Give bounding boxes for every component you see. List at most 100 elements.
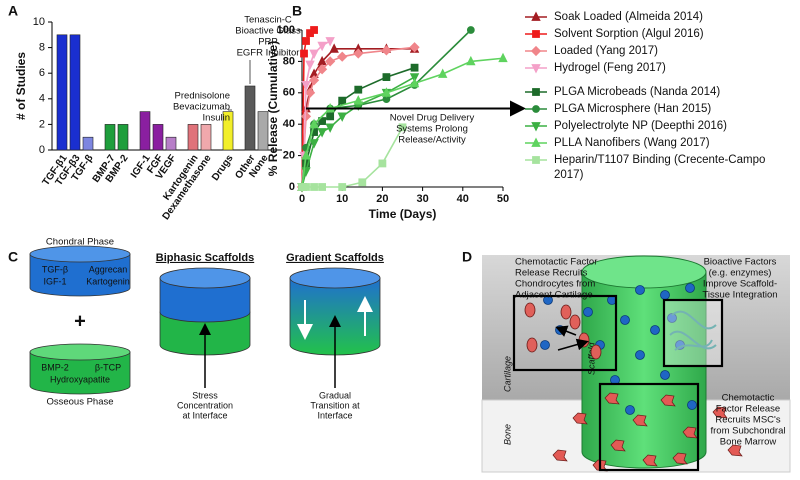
point [498, 52, 508, 63]
legend-label: Soak Loaded (Almeida 2014) [554, 11, 703, 23]
plus-sign: + [74, 310, 86, 332]
panel-label: D [462, 249, 472, 265]
factor-dot [687, 400, 697, 410]
y-tick-label: 0 [289, 181, 295, 193]
callout: Bioactive Factors [704, 257, 777, 268]
point [309, 118, 319, 129]
msc-cell [632, 414, 648, 427]
y-tick-label: 4 [39, 93, 45, 105]
factor-dot [540, 340, 550, 350]
fiber [669, 310, 717, 351]
x-tick-label: Drugs [210, 153, 236, 183]
y-tick-label: 100 [277, 24, 295, 36]
callout: Chondrocytes from [515, 279, 595, 290]
region-label: Bone [502, 424, 512, 445]
factor-dot [667, 313, 677, 323]
annotation: Prednisolone [175, 91, 230, 102]
x-tick-label: 40 [457, 193, 469, 205]
x-tick-label: 30 [416, 193, 428, 205]
point [409, 73, 420, 83]
legend-label: PLGA Microsphere (Han 2015) [554, 103, 712, 115]
point [381, 87, 392, 97]
y-tick-label: 0 [39, 144, 45, 156]
callout: Chemotactic Factor [515, 257, 597, 268]
bar [257, 111, 269, 151]
point [308, 75, 320, 86]
callout: Release Recruits [515, 268, 588, 279]
series-line [301, 46, 415, 188]
chondrocyte [569, 314, 581, 330]
y-tick-label: 6 [39, 67, 45, 79]
cylinder-top [29, 245, 131, 263]
point [317, 128, 327, 138]
chondrocyte [560, 304, 572, 320]
callout: (e.g. enzymes) [709, 268, 772, 279]
legend-swatch [525, 105, 547, 113]
legend-label: Solvent Sorption (Algul 2016) [554, 28, 704, 40]
bar [82, 136, 94, 151]
legend-swatch [525, 11, 547, 21]
factor: Aggrecan [89, 264, 128, 274]
point [532, 156, 540, 164]
point [531, 11, 541, 21]
callout: Improve Scaffold- [703, 279, 777, 290]
factor: TGF-β [42, 264, 68, 274]
cylinder-top [159, 267, 251, 289]
legend-swatch [525, 64, 547, 74]
panel-label: B [292, 3, 302, 19]
point [302, 37, 310, 45]
annotation: Novel Drug Delivery [390, 113, 475, 124]
annotation: EGFR Inhibitor [237, 48, 300, 59]
legend-item: Solvent Sorption (Algul 2016) [524, 27, 796, 42]
x-tick-label: 0 [299, 193, 305, 205]
bar [200, 124, 212, 151]
legend-swatch [525, 30, 547, 38]
msc-cell [604, 392, 620, 405]
legend-item: PLLA Nanofibers (Wang 2017) [524, 136, 796, 151]
factor-dot [620, 315, 630, 325]
factor-dot [635, 350, 645, 360]
point [437, 68, 448, 78]
point [466, 55, 476, 66]
point [318, 183, 327, 191]
bar [139, 111, 151, 151]
factor-dot [625, 405, 635, 415]
note: Transition at [310, 400, 360, 410]
point [337, 51, 348, 62]
legend-item: Loaded (Yang 2017) [524, 44, 796, 59]
bar [244, 85, 256, 151]
point [325, 123, 335, 133]
bar [222, 111, 234, 151]
phase-title: Chondral Phase [46, 237, 114, 248]
factor-dot [660, 290, 670, 300]
cylinder-top [29, 343, 131, 361]
point [338, 96, 347, 105]
point [325, 37, 335, 47]
point [316, 64, 328, 75]
annotation: PRP [258, 37, 278, 48]
factor-dot [660, 370, 670, 380]
callout: Factor Release [716, 404, 780, 415]
point [325, 56, 336, 67]
point [531, 64, 541, 74]
callout: Bone Marrow [720, 437, 777, 448]
point [353, 48, 364, 59]
bar [165, 136, 177, 151]
callout: Tissue Integration [702, 290, 777, 301]
series-line [301, 29, 472, 188]
msc-cell [672, 452, 688, 465]
highlight-box [598, 382, 700, 472]
point [305, 60, 315, 71]
point [530, 45, 542, 57]
bar [152, 124, 164, 151]
legend-label: PLGA Microbeads (Nanda 2014) [554, 86, 721, 98]
legend-swatch [525, 156, 547, 164]
y-tick-label: 80 [283, 55, 295, 67]
y-tick-label: 20 [283, 150, 295, 162]
scaffold-title: Gradient Scaffolds [286, 252, 384, 264]
bar [56, 34, 68, 151]
point [337, 112, 347, 122]
chondrocyte [578, 332, 590, 348]
phase-title: Osseous Phase [46, 397, 113, 408]
